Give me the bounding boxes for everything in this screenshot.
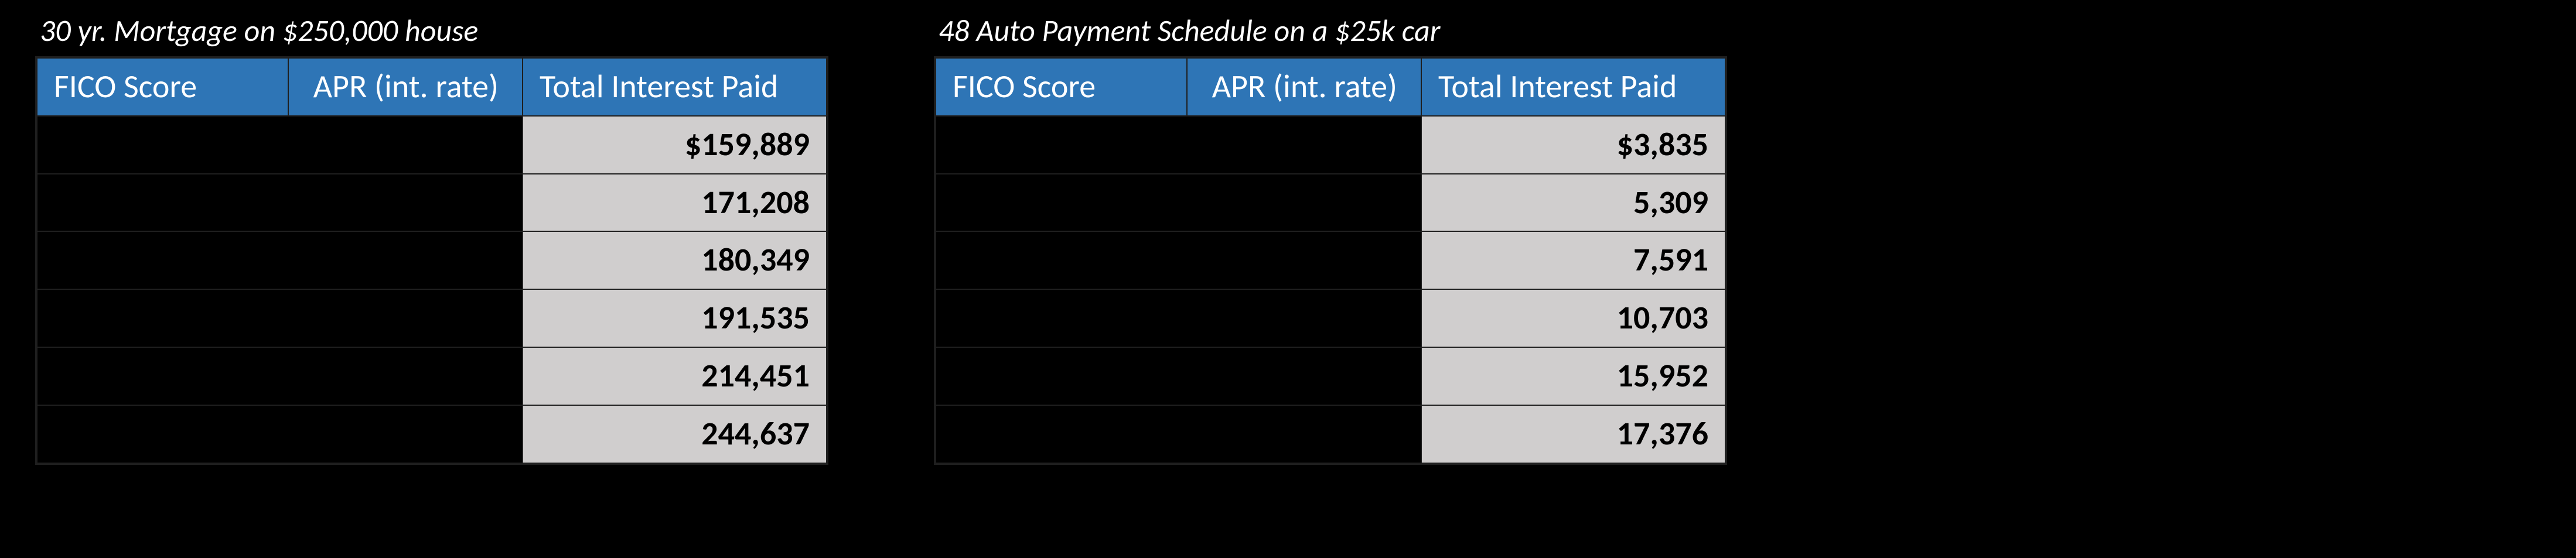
cell-apr: 3.65% bbox=[1187, 116, 1421, 174]
cell-total: 10,703 bbox=[1421, 289, 1726, 347]
cell-score: Below bbox=[935, 405, 1187, 464]
auto-table-block: 48 Auto Payment Schedule on a $25k car F… bbox=[934, 12, 1727, 465]
cell-apr: 9.79% bbox=[1187, 289, 1421, 347]
cell-score: Below bbox=[36, 405, 288, 464]
col-header-apr: APR (int. rate) bbox=[1187, 57, 1421, 116]
cell-total: $159,889 bbox=[523, 116, 827, 174]
mortgage-table-block: 30 yr. Mortgage on $250,000 house FICO S… bbox=[35, 12, 828, 465]
cell-score: 680-699 bbox=[36, 231, 288, 289]
cell-total: 244,637 bbox=[523, 405, 827, 464]
cell-apr: 4.22% bbox=[288, 289, 523, 347]
cell-score: 700-759 bbox=[36, 174, 288, 232]
table-row: 700-759 3.83% 171,208 bbox=[36, 174, 827, 232]
cell-apr: 15.06% bbox=[1187, 347, 1421, 405]
col-header-score: FICO Score bbox=[935, 57, 1187, 116]
cell-total: 214,451 bbox=[523, 347, 827, 405]
table-header-row: FICO Score APR (int. rate) Total Interes… bbox=[935, 57, 1726, 116]
col-header-total: Total Interest Paid bbox=[1421, 57, 1726, 116]
table-header-row: FICO Score APR (int. rate) Total Interes… bbox=[36, 57, 827, 116]
cell-apr: 3.83% bbox=[288, 174, 523, 232]
cell-total: 17,376 bbox=[1421, 405, 1726, 464]
col-header-score: FICO Score bbox=[36, 57, 288, 116]
cell-total: 7,591 bbox=[1421, 231, 1726, 289]
cell-score: 660-689 bbox=[935, 231, 1187, 289]
cell-apr: 5.20% bbox=[288, 405, 523, 464]
table-row: 660-689 7.08% 7,591 bbox=[935, 231, 1726, 289]
col-header-total: Total Interest Paid bbox=[523, 57, 827, 116]
table-row: 620-659 9.79% 10,703 bbox=[935, 289, 1726, 347]
cell-total: 171,208 bbox=[523, 174, 827, 232]
auto-table: FICO Score APR (int. rate) Total Interes… bbox=[934, 56, 1727, 465]
cell-apr: 4.01% bbox=[288, 231, 523, 289]
cell-apr: 3.61% bbox=[288, 116, 523, 174]
tables-container: 30 yr. Mortgage on $250,000 house FICO S… bbox=[0, 0, 2576, 477]
table-row: Below 5.20% 244,637 bbox=[36, 405, 827, 464]
cell-score: 690-719 bbox=[935, 174, 1187, 232]
table-row: 720-850 3.65% $3,835 bbox=[935, 116, 1726, 174]
cell-total: 191,535 bbox=[523, 289, 827, 347]
cell-apr: 4.65% bbox=[288, 347, 523, 405]
cell-apr: 7.08% bbox=[1187, 231, 1421, 289]
mortgage-table: FICO Score APR (int. rate) Total Interes… bbox=[35, 56, 828, 465]
cell-score: 590-619 bbox=[935, 347, 1187, 405]
table-row: 620-660 4.65% 214,451 bbox=[36, 347, 827, 405]
cell-score: 620-660 bbox=[36, 347, 288, 405]
cell-score: 720-850 bbox=[935, 116, 1187, 174]
cell-total: 5,309 bbox=[1421, 174, 1726, 232]
cell-score: 760-850 bbox=[36, 116, 288, 174]
table-row: 760-850 3.61% $159,889 bbox=[36, 116, 827, 174]
mortgage-title: 30 yr. Mortgage on $250,000 house bbox=[35, 12, 828, 56]
cell-score: 660-679 bbox=[36, 289, 288, 347]
table-row: 690-719 5.01% 5,309 bbox=[935, 174, 1726, 232]
cell-apr: 5.01% bbox=[1187, 174, 1421, 232]
table-row: 590-619 15.06% 15,952 bbox=[935, 347, 1726, 405]
col-header-apr: APR (int. rate) bbox=[288, 57, 523, 116]
table-row: Below 17.02% 17,376 bbox=[935, 405, 1726, 464]
table-row: 660-679 4.22% 191,535 bbox=[36, 289, 827, 347]
auto-title: 48 Auto Payment Schedule on a $25k car bbox=[934, 12, 1727, 56]
cell-total: 180,349 bbox=[523, 231, 827, 289]
cell-total: 15,952 bbox=[1421, 347, 1726, 405]
table-row: 680-699 4.01% 180,349 bbox=[36, 231, 827, 289]
cell-apr: 17.02% bbox=[1187, 405, 1421, 464]
cell-total: $3,835 bbox=[1421, 116, 1726, 174]
cell-score: 620-659 bbox=[935, 289, 1187, 347]
